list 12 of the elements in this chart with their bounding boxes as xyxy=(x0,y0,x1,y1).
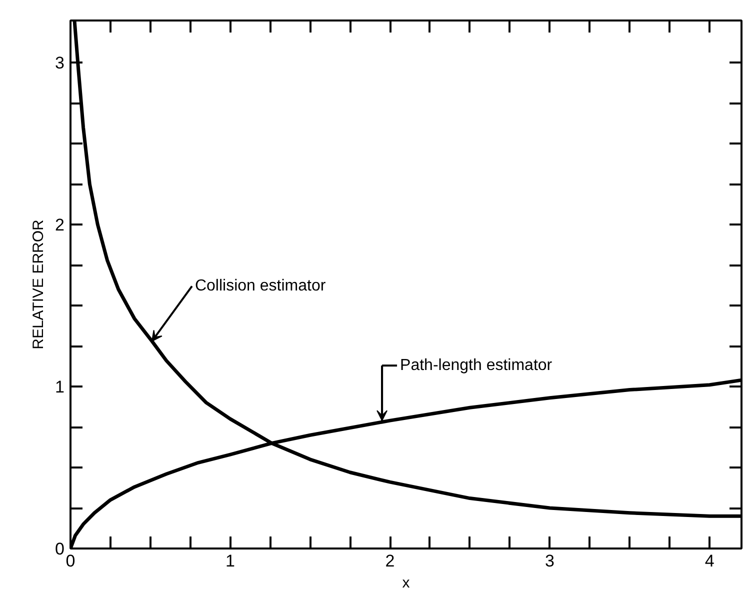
x-tick-label: 1 xyxy=(226,552,236,570)
annotation: Collision estimator xyxy=(194,278,326,295)
y-tick-label: 3 xyxy=(55,54,65,73)
x-axis-title: x xyxy=(402,574,410,592)
y-tick-label: 2 xyxy=(55,216,65,235)
x-tick-label: 2 xyxy=(385,552,395,570)
x-tick-label: 3 xyxy=(545,552,555,570)
annotation: Path-length estimator xyxy=(400,357,553,374)
y-axis-title: RELATIVE ERROR xyxy=(30,219,48,350)
y-tick-label: 0 xyxy=(55,540,65,558)
y-tick-label: 1 xyxy=(55,378,65,397)
x-tick-label: 4 xyxy=(704,552,714,570)
